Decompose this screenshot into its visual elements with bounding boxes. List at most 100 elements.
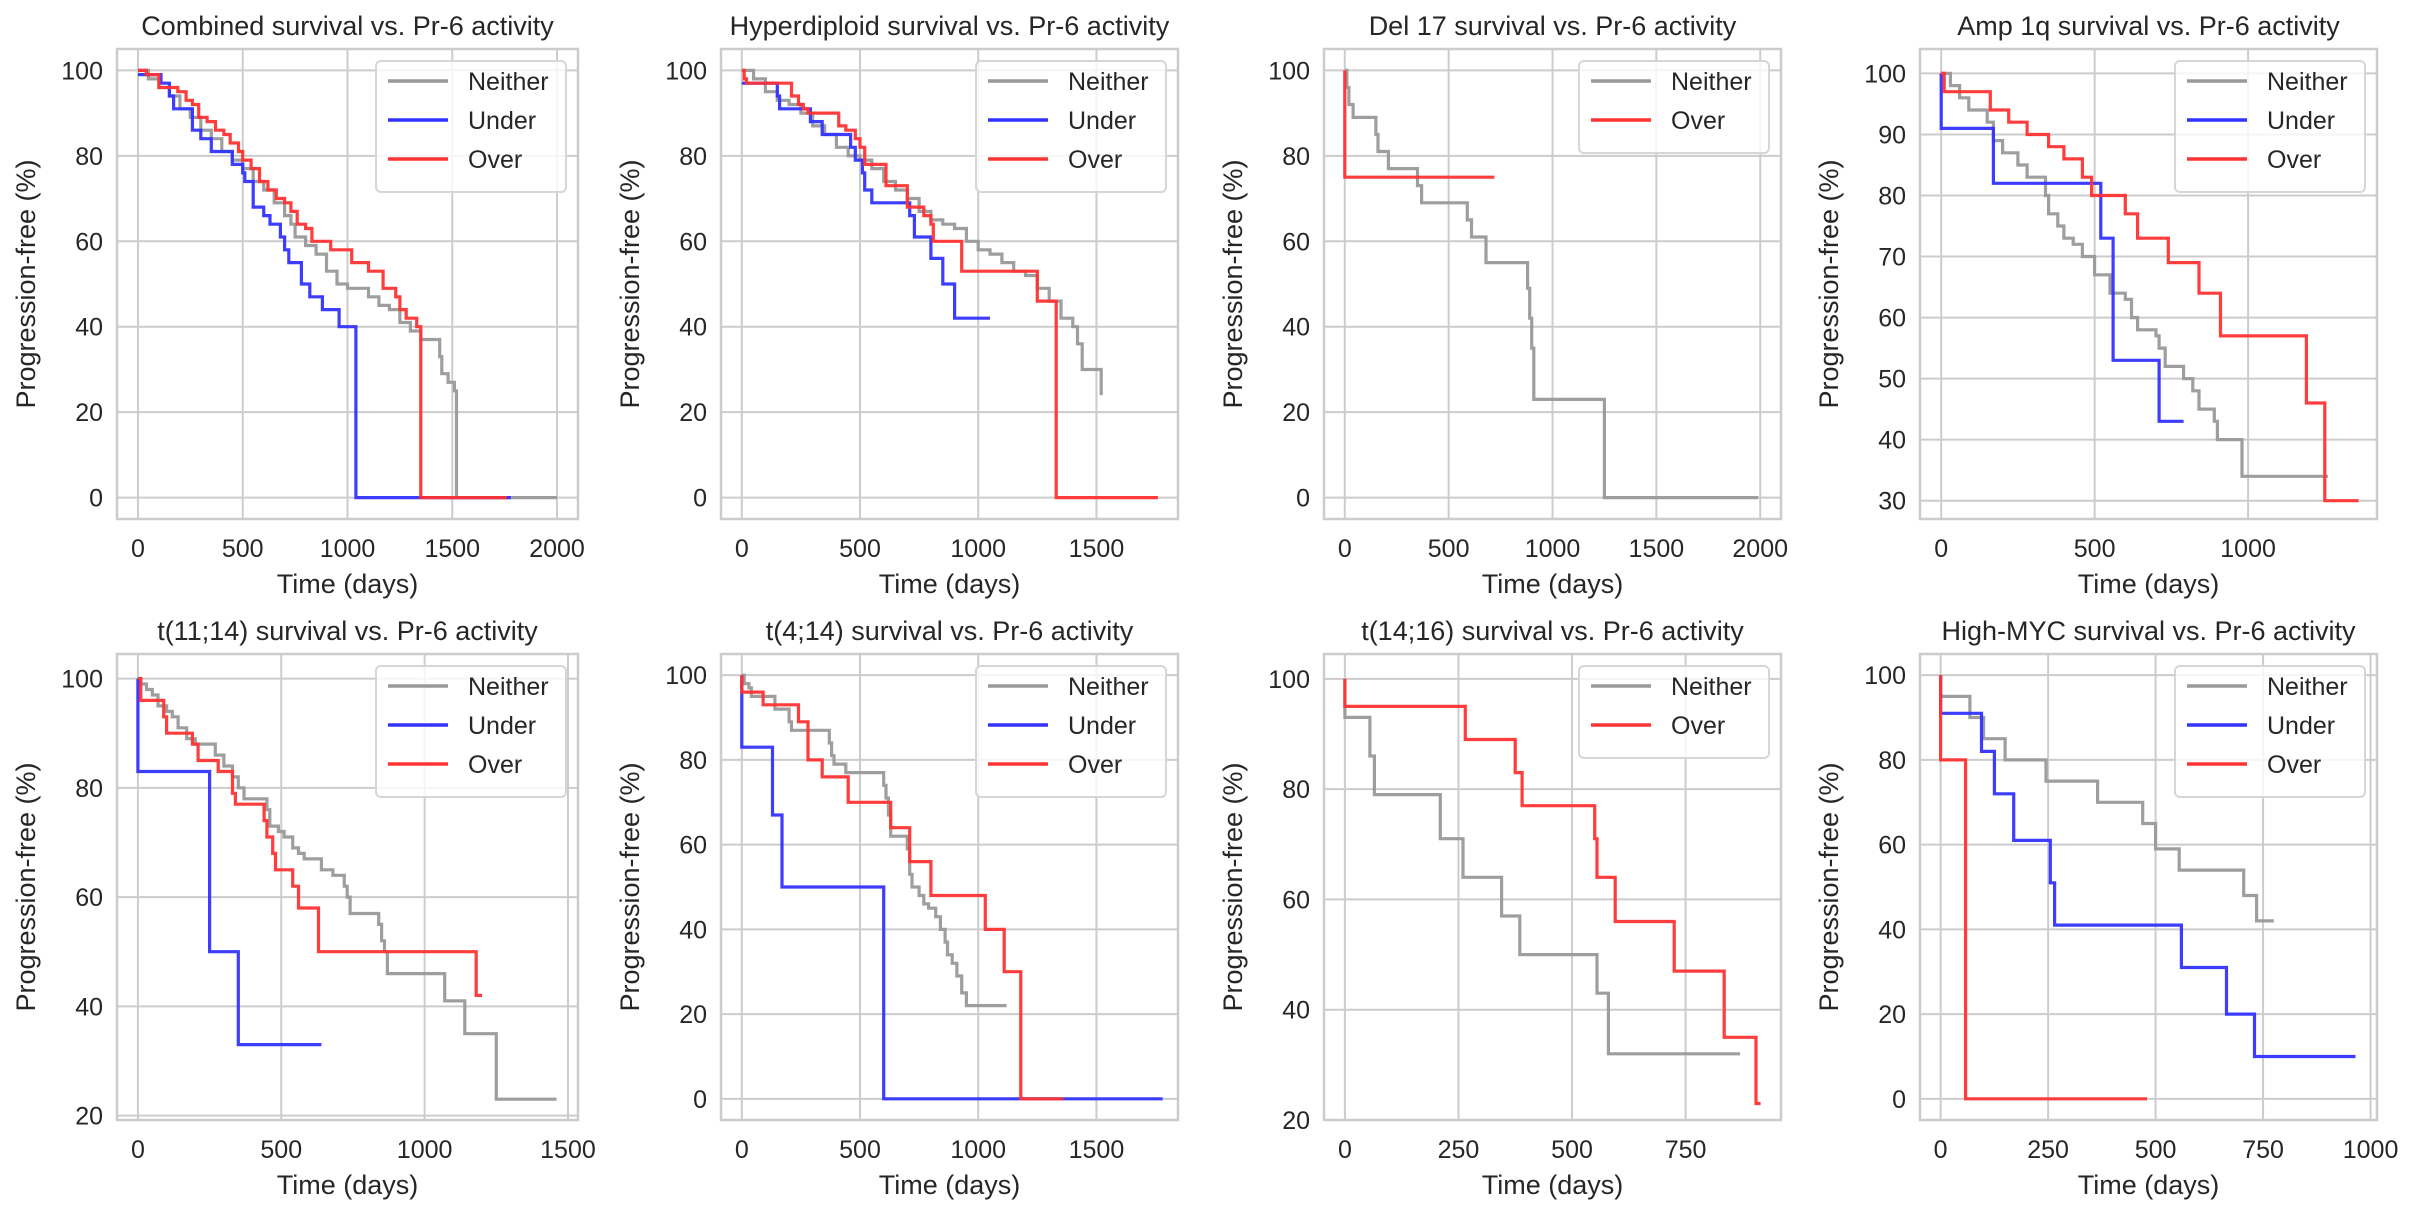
x-tick-label: 1000 [2343,1136,2399,1164]
legend-label-neither: Neither [1068,673,1149,701]
series-line-neither [1343,678,1741,1056]
series-line-neither [1939,675,2274,923]
x-tick-label: 500 [222,535,264,563]
legend-label-over: Over [1671,107,1725,135]
x-tick-label: 1000 [397,1136,453,1164]
x-tick-label: 0 [1934,1136,1948,1164]
panel-title: High-MYC survival vs. Pr-6 activity [1941,616,2356,646]
legend-label-over: Over [2267,146,2321,174]
y-tick-label: 20 [75,1103,103,1131]
axes-frame [115,47,580,521]
x-tick-label: 750 [2242,1136,2284,1164]
series-line-over [138,68,507,500]
x-tick-label: 0 [1934,535,1948,563]
y-tick-label: 80 [679,747,707,775]
y-tick-label: 20 [75,399,103,427]
series-line-over [741,68,1158,500]
y-tick-label: 100 [665,662,707,690]
series-line-under [1939,73,2184,423]
y-axis-label: Progression-free (%) [1814,762,1844,1011]
panel-title: Combined survival vs. Pr-6 activity [141,11,554,41]
series-line-over [1941,71,2359,503]
y-tick-label: 50 [1878,366,1906,394]
y-tick-label: 0 [1296,485,1310,513]
y-tick-label: 60 [679,832,707,860]
x-tick-label: 0 [1338,535,1352,563]
y-axis-label: Progression-free (%) [11,159,41,408]
legend: Neither Under Over [375,665,567,798]
y-tick-label: 20 [1878,1001,1906,1029]
legend-box [1578,665,1770,759]
series-line-under [740,675,1163,1101]
panel-title: Del 17 survival vs. Pr-6 activity [1369,11,1737,41]
series-line-under [1939,675,2356,1059]
y-tick-label: 60 [1878,305,1906,333]
y-tick-label: 40 [679,314,707,342]
legend: Neither Over [1578,60,1770,154]
x-tick-label: 1500 [424,535,480,563]
y-axis-label: Progression-free (%) [615,159,645,408]
y-tick-label: 80 [1878,182,1906,210]
series-line-under [138,73,511,500]
axes-frame [115,652,580,1122]
panel-8: 0 250 500 750 1000 0 20 40 60 80 100 High-MYC survi… [1814,616,2398,1200]
x-tick-label: 1500 [1069,1136,1125,1164]
y-tick-label: 100 [1864,60,1906,88]
x-tick-label: 1000 [950,1136,1006,1164]
legend: Neither Under Over [975,60,1167,193]
legend-label-over: Over [468,751,522,779]
panel-2: 0 500 1000 1500 0 20 40 60 80 100 Hyperdiploid sur… [615,11,1180,599]
legend-label-over: Over [1068,146,1122,174]
x-tick-label: 1000 [950,535,1006,563]
legend: Neither Under Over [2174,60,2366,193]
x-axis-label: Time (days) [2078,569,2220,599]
axes-frame [719,47,1180,521]
series-line-over [1343,70,1495,179]
y-tick-label: 0 [89,485,103,513]
x-tick-label: 1500 [1069,535,1125,563]
y-tick-label: 60 [1878,832,1906,860]
x-axis-label: Time (days) [2078,1170,2220,1200]
legend-label-neither: Neither [1671,673,1752,701]
legend: Neither Under Over [975,665,1167,798]
panel-7: 0 250 500 750 20 40 60 80 100 t(14;16) survival v… [1218,616,1783,1200]
x-tick-label: 0 [131,1136,145,1164]
y-tick-label: 0 [693,1086,707,1114]
y-tick-label: 80 [1282,776,1310,804]
y-tick-label: 20 [1282,1107,1310,1135]
y-tick-label: 40 [679,916,707,944]
y-tick-label: 100 [61,57,103,85]
y-tick-label: 70 [1878,244,1906,272]
y-tick-label: 100 [61,666,103,694]
legend-label-neither: Neither [1068,68,1149,96]
y-axis-label: Progression-free (%) [615,762,645,1011]
x-axis-label: Time (days) [1482,569,1624,599]
y-tick-label: 20 [679,399,707,427]
legend: Neither Under Over [2174,665,2366,798]
x-tick-label: 500 [260,1136,302,1164]
legend: Neither Over [1578,665,1770,759]
legend-label-under: Under [1068,712,1136,740]
axes-frame [1322,47,1783,521]
y-tick-label: 80 [1282,143,1310,171]
axes-frame [1918,652,2379,1122]
panel-title: Hyperdiploid survival vs. Pr-6 activity [730,11,1170,41]
y-tick-label: 80 [75,143,103,171]
y-axis-label: Progression-free (%) [11,762,41,1011]
x-tick-label: 1500 [540,1136,596,1164]
x-axis-label: Time (days) [879,569,1021,599]
panel-title: Amp 1q survival vs. Pr-6 activity [1957,11,2340,41]
y-tick-label: 40 [1878,427,1906,455]
panel-1: 0 500 1000 1500 2000 0 20 40 60 80 100 Combined sur… [11,11,585,599]
y-tick-label: 60 [1282,228,1310,256]
y-tick-label: 90 [1878,121,1906,149]
y-axis-label: Progression-free (%) [1814,159,1844,408]
legend-label-neither: Neither [2267,68,2348,96]
series-line-neither [138,68,557,500]
y-tick-label: 80 [679,143,707,171]
legend-label-neither: Neither [2267,673,2348,701]
panel-title: t(11;14) survival vs. Pr-6 activity [157,616,538,646]
legend-label-under: Under [2267,107,2335,135]
x-tick-label: 1000 [2220,535,2276,563]
legend: Neither Under Over [375,60,567,193]
